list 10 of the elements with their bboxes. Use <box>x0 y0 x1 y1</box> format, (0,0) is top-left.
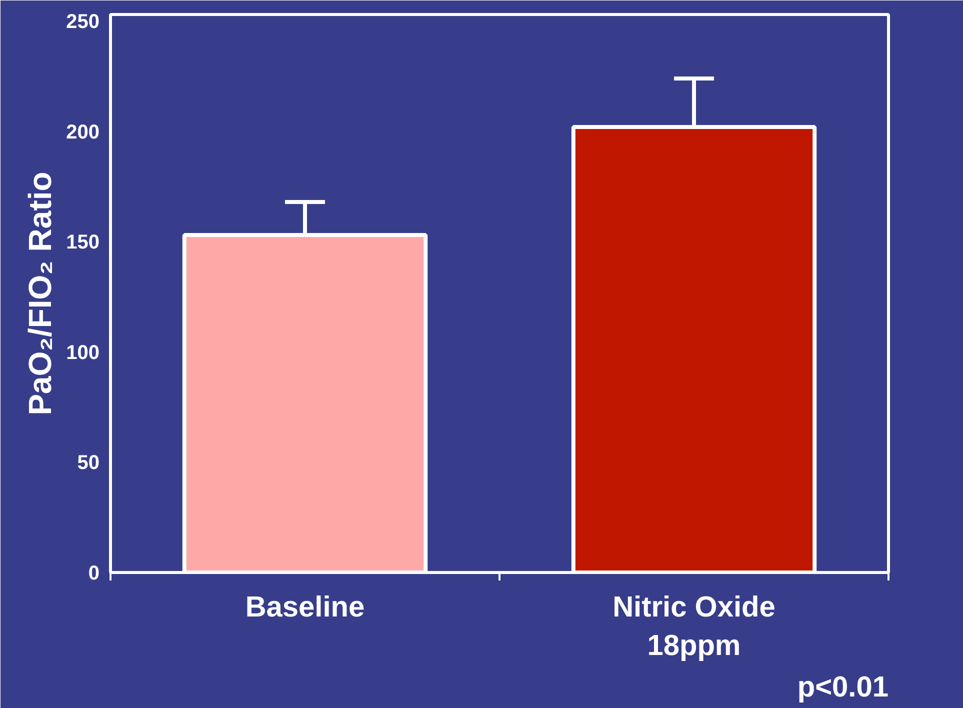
x-tick-label: Baseline <box>245 592 365 624</box>
x-tick-label: Nitric Oxide 18ppm <box>612 592 776 662</box>
text: p<0.01 <box>797 672 888 704</box>
y-tick-label: 50 <box>77 452 100 474</box>
y-tick-label: 150 <box>66 232 100 254</box>
y-tick-label: 200 <box>66 121 100 144</box>
y-tick-label: 100 <box>66 342 100 364</box>
y-axis-title: PaO₂/FIO₂ Ratio <box>22 172 58 416</box>
y-tick-label: 0 <box>88 562 100 584</box>
y-tick-label: 250 <box>66 11 100 34</box>
